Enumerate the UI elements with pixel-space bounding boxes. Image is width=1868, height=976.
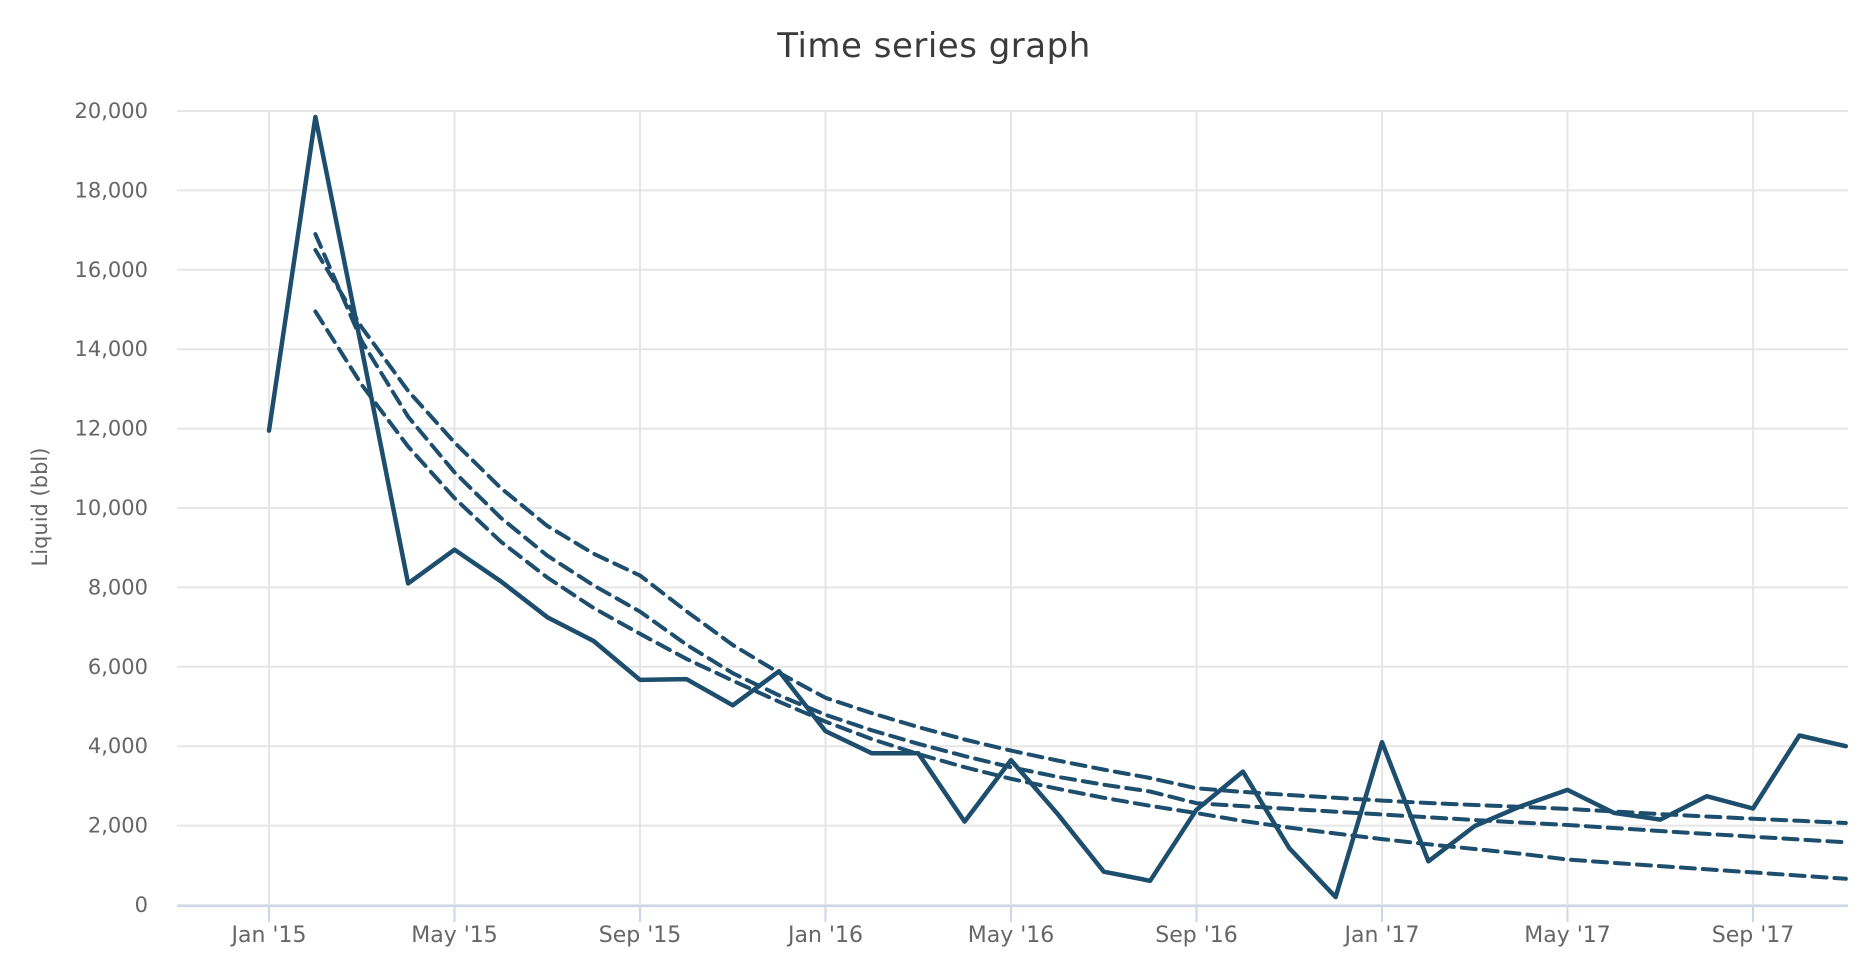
- y-tick-label: 20,000: [75, 99, 148, 123]
- y-axis-labels: 0 2,000 4,000 6,000 8,000 10,000 12,000 14,000 1…: [75, 99, 148, 917]
- vertical-gridlines: [268, 111, 1754, 905]
- liquid-actual-line[interactable]: [266, 114, 1849, 900]
- y-tick-label: 0: [135, 893, 148, 917]
- y-tick-label: 18,000: [75, 178, 148, 202]
- y-tick-label: 14,000: [75, 337, 148, 361]
- x-tick-label: Sep '15: [599, 923, 682, 948]
- y-tick-label: 8,000: [88, 575, 148, 599]
- x-tick-label: Jan '15: [230, 923, 307, 948]
- x-tick-label: Jan '16: [786, 923, 863, 948]
- decline-forecast-3-line[interactable]: [313, 309, 1848, 881]
- y-tick-label: 12,000: [75, 417, 148, 441]
- y-axis-title: Liquid (bbl): [28, 447, 52, 567]
- x-tick-label: May '15: [411, 923, 498, 948]
- x-tick-label: May '17: [1524, 923, 1611, 948]
- y-tick-label: 6,000: [88, 655, 148, 679]
- y-tick-label: 10,000: [75, 496, 148, 520]
- x-axis-labels: Jan '15 May '15 Sep '15 Jan '16 May '16 Sep '…: [230, 923, 1795, 948]
- x-tick-label: Sep '16: [1155, 923, 1238, 948]
- horizontal-gridlines: [177, 110, 1848, 906]
- x-tick-label: May '16: [968, 923, 1055, 948]
- x-tick-label: Sep '17: [1712, 923, 1795, 948]
- y-tick-label: 2,000: [88, 814, 148, 838]
- decline-forecast-2-line[interactable]: [313, 232, 1848, 845]
- x-axis-ticks: [268, 905, 1754, 922]
- y-tick-label: 16,000: [75, 258, 148, 282]
- series-group: [266, 114, 1849, 900]
- x-tick-label: Jan '17: [1343, 923, 1420, 948]
- y-tick-label: 4,000: [88, 734, 148, 758]
- decline-forecast-1-line[interactable]: [313, 248, 1848, 825]
- chart-title: Time series graph: [777, 26, 1091, 66]
